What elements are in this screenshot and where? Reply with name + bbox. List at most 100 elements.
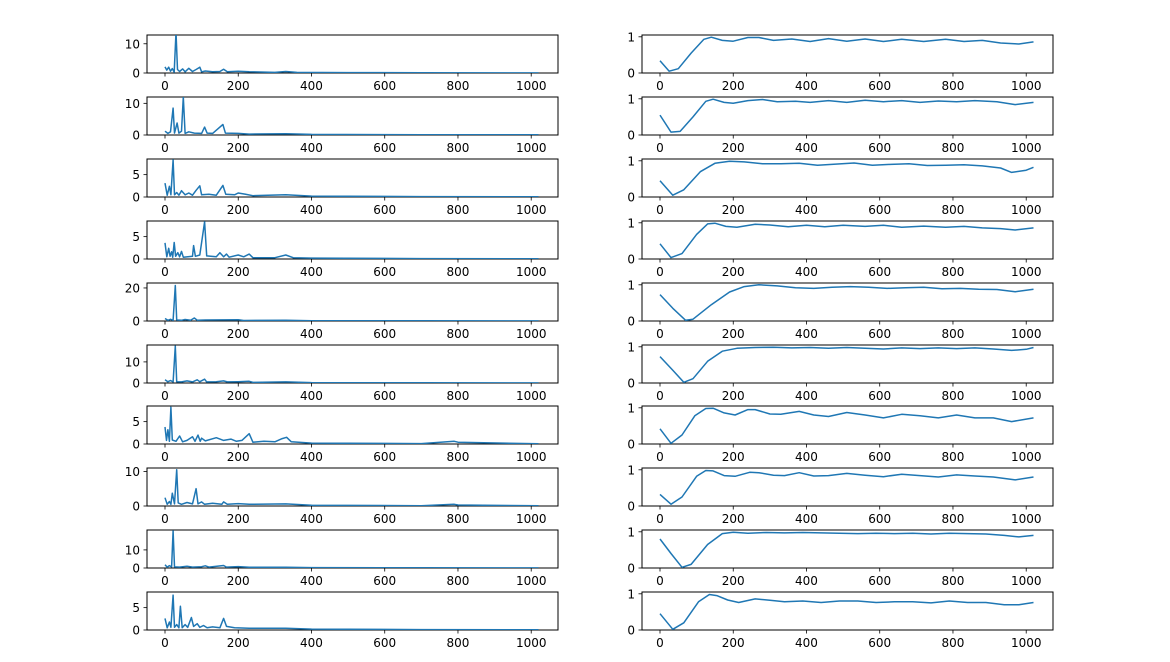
y-tick-label: 5 [132,601,140,615]
x-tick-label: 400 [300,265,323,279]
x-tick-label: 800 [447,203,470,217]
y-tick-label: 1 [627,154,635,168]
series-line [164,284,539,321]
x-tick-label: 600 [868,265,891,279]
axes-frame [146,529,559,569]
x-tick-label: 600 [373,389,396,403]
x-tick-label: 0 [161,79,169,93]
series-line [164,530,539,568]
y-tick-label: 0 [627,67,635,81]
y-tick-label: 1 [627,92,635,106]
x-tick-label: 600 [868,574,891,588]
x-tick-label: 0 [656,636,664,650]
axes-frame [146,467,559,507]
axes-frame [641,34,1054,74]
y-tick-label: 1 [627,278,635,292]
x-tick-label: 0 [161,389,169,403]
series-line [659,531,1034,568]
x-tick-label: 400 [300,389,323,403]
x-tick-label: 0 [161,265,169,279]
y-tick-label: 1 [627,463,635,477]
x-tick-label: 400 [300,79,323,93]
y-tick-label: 1 [627,401,635,415]
x-tick-label: 1000 [1011,450,1042,464]
y-tick-label: 10 [125,355,140,369]
x-tick-label: 800 [942,636,965,650]
x-tick-label: 400 [300,327,323,341]
y-tick-label: 0 [132,253,140,267]
x-tick-label: 1000 [1011,636,1042,650]
x-tick-label: 800 [447,141,470,155]
panel-left-3: 0 200 400 600 800 1000 0 5 [132,158,559,217]
x-tick-label: 600 [868,141,891,155]
y-tick-label: 0 [627,253,635,267]
x-tick-label: 1000 [1011,389,1042,403]
x-tick-label: 600 [868,203,891,217]
x-tick-label: 200 [227,450,250,464]
series-line [659,98,1034,133]
x-tick-label: 400 [300,141,323,155]
x-tick-label: 1000 [1011,203,1042,217]
x-tick-label: 400 [795,450,818,464]
x-tick-label: 600 [868,79,891,93]
series-line [164,594,539,630]
x-tick-label: 600 [373,265,396,279]
series-line [164,97,539,135]
y-tick-label: 0 [627,191,635,205]
series-line [659,469,1034,505]
panel-left-7: 0 200 400 600 800 1000 0 5 [132,405,559,464]
x-tick-label: 0 [656,141,664,155]
x-tick-label: 600 [373,636,396,650]
y-tick-label: 20 [125,281,140,295]
x-tick-label: 600 [373,203,396,217]
axes-frame [146,34,559,74]
series-line [659,222,1034,259]
panel-right-9: 0 200 400 600 800 1000 0 1 [627,525,1054,588]
panel-left-1: 0 200 400 600 800 1000 0 10 [125,34,559,93]
x-tick-label: 600 [373,141,396,155]
x-tick-label: 0 [656,512,664,526]
x-tick-label: 400 [795,79,818,93]
x-tick-label: 600 [868,512,891,526]
series-line [164,35,539,73]
y-tick-label: 0 [627,315,635,329]
axes-frame [146,220,559,260]
x-tick-label: 600 [868,389,891,403]
axes-frame [641,591,1054,631]
series-line [164,406,539,444]
panel-left-5: 0 200 400 600 800 1000 0 20 [125,281,559,341]
x-tick-label: 400 [795,512,818,526]
x-tick-label: 400 [795,265,818,279]
x-tick-label: 200 [722,636,745,650]
axes-frame [641,158,1054,198]
x-tick-label: 0 [656,450,664,464]
x-tick-label: 200 [722,450,745,464]
x-tick-label: 800 [447,265,470,279]
x-tick-label: 200 [227,512,250,526]
x-tick-label: 800 [942,450,965,464]
x-tick-label: 1000 [516,203,547,217]
x-tick-label: 1000 [1011,512,1042,526]
x-tick-label: 400 [795,636,818,650]
x-tick-label: 600 [868,450,891,464]
x-tick-label: 200 [722,574,745,588]
x-tick-label: 200 [227,141,250,155]
x-tick-label: 1000 [516,574,547,588]
x-tick-label: 1000 [516,265,547,279]
x-tick-label: 600 [373,327,396,341]
y-tick-label: 1 [627,216,635,230]
panel-right-7: 0 200 400 600 800 1000 0 1 [627,401,1054,464]
x-tick-label: 200 [227,574,250,588]
panel-right-3: 0 200 400 600 800 1000 0 1 [627,154,1054,217]
x-tick-label: 600 [373,79,396,93]
y-tick-label: 0 [627,500,635,514]
y-tick-label: 5 [132,168,140,182]
x-tick-label: 400 [300,203,323,217]
x-tick-label: 1000 [516,79,547,93]
series-line [164,159,539,197]
x-tick-label: 400 [300,512,323,526]
panel-left-4: 0 200 400 600 800 1000 0 5 [132,220,559,279]
series-line [659,284,1034,321]
y-tick-label: 0 [132,191,140,205]
x-tick-label: 400 [795,141,818,155]
